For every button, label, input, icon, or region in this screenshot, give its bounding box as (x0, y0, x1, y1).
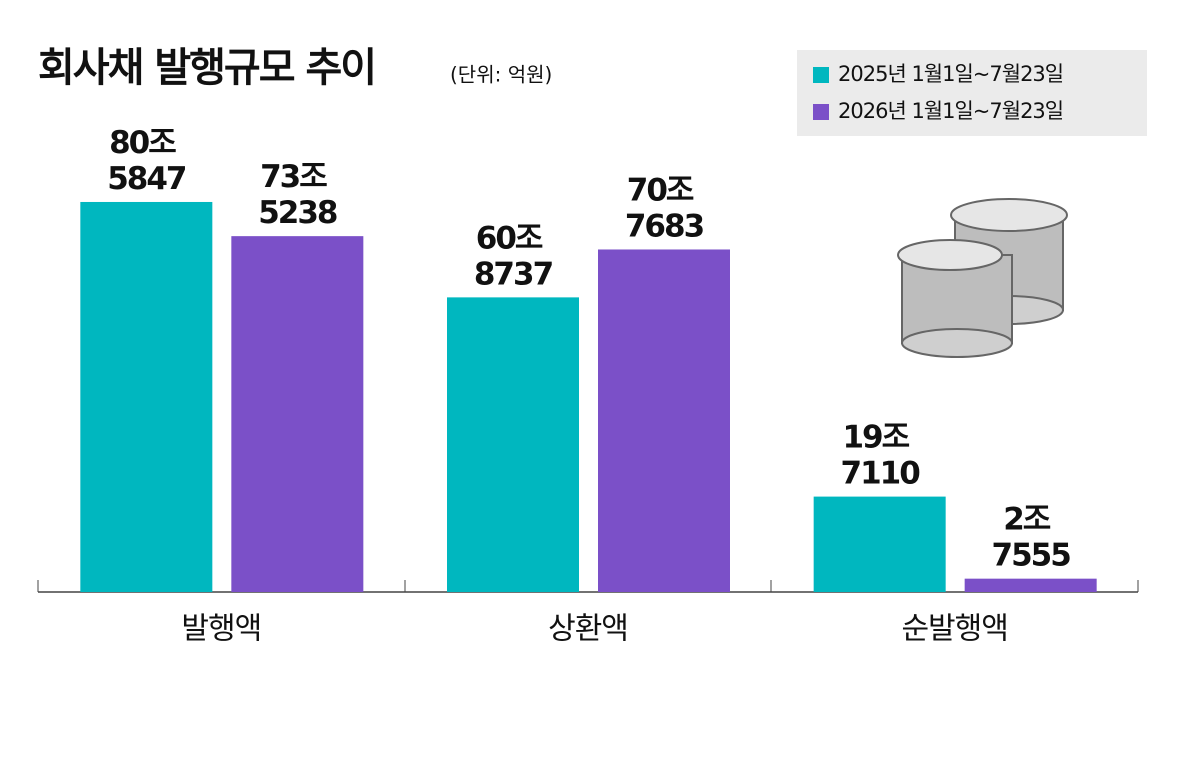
coins (897, 198, 1068, 358)
value-label: 60조 8737 (474, 220, 553, 292)
chart-title: 회사채 발행규모 추이 (38, 45, 375, 91)
legend-swatch (813, 67, 829, 83)
legend-box (797, 50, 1147, 136)
bar (80, 201, 213, 593)
coin (897, 239, 1003, 271)
bar (447, 297, 579, 592)
x-tick-label: 상환액 (548, 612, 628, 647)
bar (231, 236, 364, 592)
value-label: 70조 7683 (625, 172, 704, 244)
value-label: 73조 5238 (258, 159, 337, 231)
value-label: 2조 7555 (992, 501, 1071, 573)
x-tick-label: 발행액 (181, 612, 261, 647)
bar (598, 249, 730, 592)
legend-swatch (813, 104, 829, 120)
value-label: 19조 7110 (841, 419, 921, 491)
coin (950, 198, 1068, 232)
bar (964, 578, 1097, 592)
bar (813, 496, 946, 592)
legend-label: 2026년 1월1일~7월23일 (838, 99, 1063, 123)
x-tick-label: 순발행액 (901, 612, 1007, 647)
coin (901, 328, 1013, 358)
chart-subtitle: (단위: 억원) (450, 63, 552, 87)
legend-label: 2025년 1월1일~7월23일 (838, 62, 1063, 86)
value-label: 80조 5847 (107, 124, 186, 196)
